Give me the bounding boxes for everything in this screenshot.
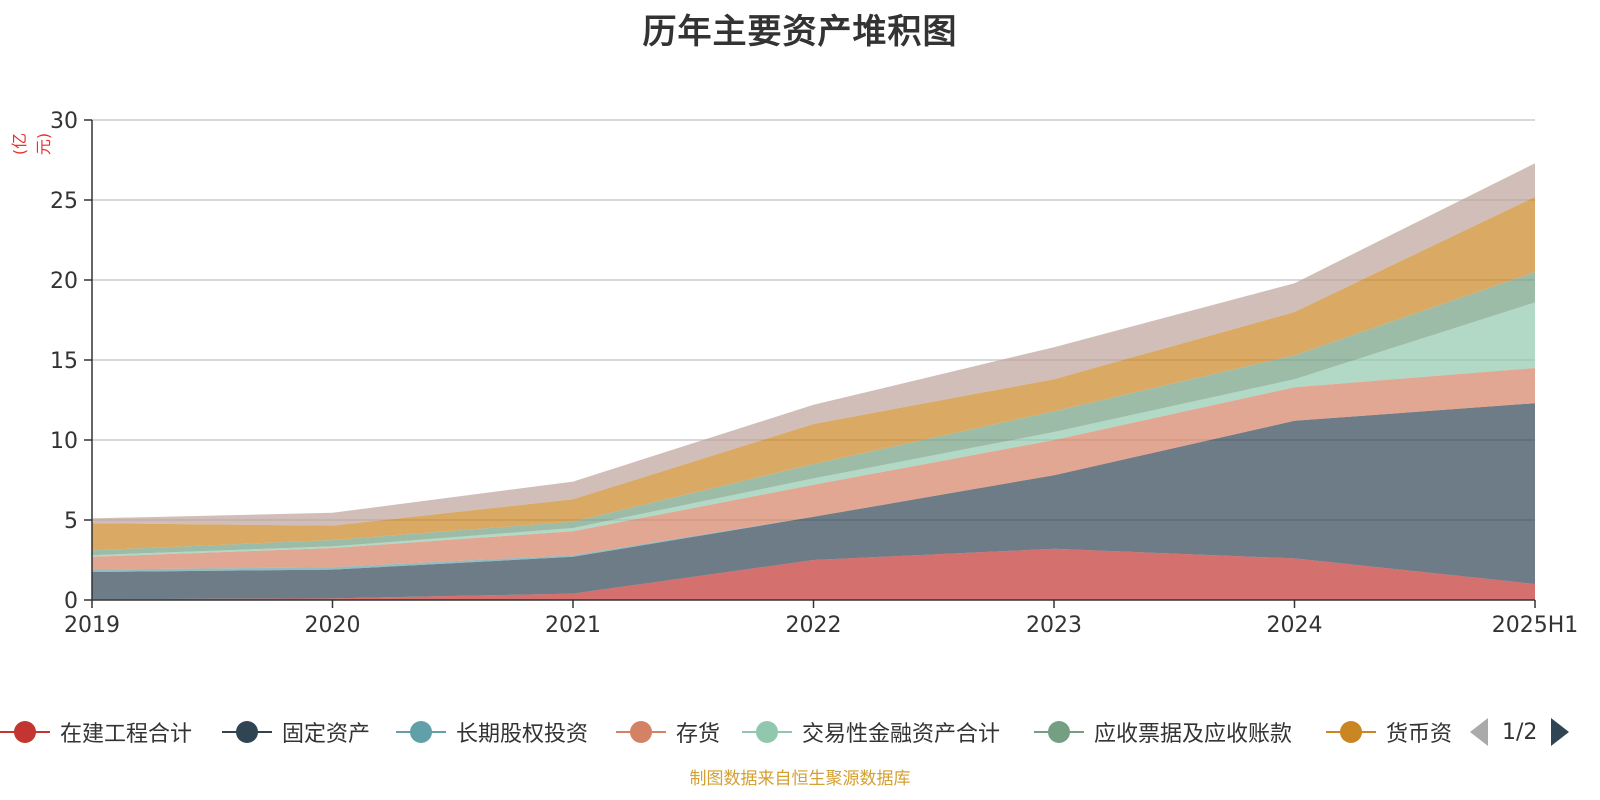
y-tick-label: 20 [50, 269, 78, 294]
area-series-0 [92, 548, 1535, 600]
legend-item-trading-financial-assets[interactable]: 交易性金融资产合计 [742, 712, 1000, 752]
area-series-1 [92, 403, 1535, 600]
x-tick-label: 2022 [786, 613, 842, 638]
legend-label: 货币资 [1386, 722, 1453, 747]
legend-marker-icon [396, 717, 446, 747]
y-tick-label: 30 [50, 109, 78, 134]
x-tick-label: 2021 [545, 613, 601, 638]
legend-marker-icon [1326, 717, 1376, 747]
x-tick-label: 2024 [1267, 613, 1323, 638]
legend-item-long-term-equity[interactable]: 长期股权投资 [396, 712, 588, 752]
x-tick-label: 2025H1 [1492, 613, 1579, 638]
legend-label: 长期股权投资 [456, 722, 589, 747]
legend-page-indicator: 1/2 [1502, 719, 1538, 745]
legend-marker-icon [616, 717, 666, 747]
legend-label: 固定资产 [282, 722, 371, 747]
legend-label: 存货 [676, 722, 721, 747]
area-series [92, 163, 1535, 600]
area-series-3 [92, 368, 1535, 570]
legend-label: 应收票据及应收账款 [1094, 722, 1293, 747]
legend-pager: 1/2 [1470, 712, 1570, 752]
legend-marker-icon [0, 717, 50, 747]
x-tick-label: 2019 [64, 613, 120, 638]
x-tick-label: 2020 [305, 613, 361, 638]
y-tick-label: 25 [50, 189, 78, 214]
legend-label: 交易性金融资产合计 [802, 722, 1001, 747]
legend-marker-icon [1034, 717, 1084, 747]
y-tick-label: 5 [64, 509, 78, 534]
legend-item-construction[interactable]: 在建工程合计 [0, 712, 192, 752]
stacked-area-chart: 0 5 10 15 20 25 30 2019 2020 2021 2022 2023 2024 2025… [50, 109, 1578, 638]
axes: 0 5 10 15 20 25 30 2019 2020 2021 2022 2023 2024 2025… [50, 109, 1578, 638]
legend-marker-icon [742, 717, 792, 747]
y-tick-label: 15 [50, 349, 78, 374]
legend-label: 在建工程合计 [60, 722, 193, 747]
x-tick-label: 2023 [1026, 613, 1082, 638]
legend-item-receivables[interactable]: 应收票据及应收账款 [1034, 712, 1292, 752]
data-source-note: 制图数据来自恒生聚源数据库 [689, 769, 911, 789]
y-tick-label: 0 [64, 589, 78, 614]
legend-prev-page-icon[interactable] [1470, 718, 1488, 746]
chart-title: 历年主要资产堆积图 [642, 12, 958, 52]
legend-next-page-icon[interactable] [1551, 718, 1570, 746]
legend: 在建工程合计 固定资产 长期股权投资 存货 交易性金融资产合计 应收票据及应收账… [0, 712, 1600, 752]
legend-item-inventory[interactable]: 存货 [616, 712, 720, 752]
y-tick-label: 10 [50, 429, 78, 454]
legend-marker-icon [222, 717, 272, 747]
legend-item-cash[interactable]: 货币资 [1326, 712, 1452, 752]
legend-item-fixed-assets[interactable]: 固定资产 [222, 712, 370, 752]
